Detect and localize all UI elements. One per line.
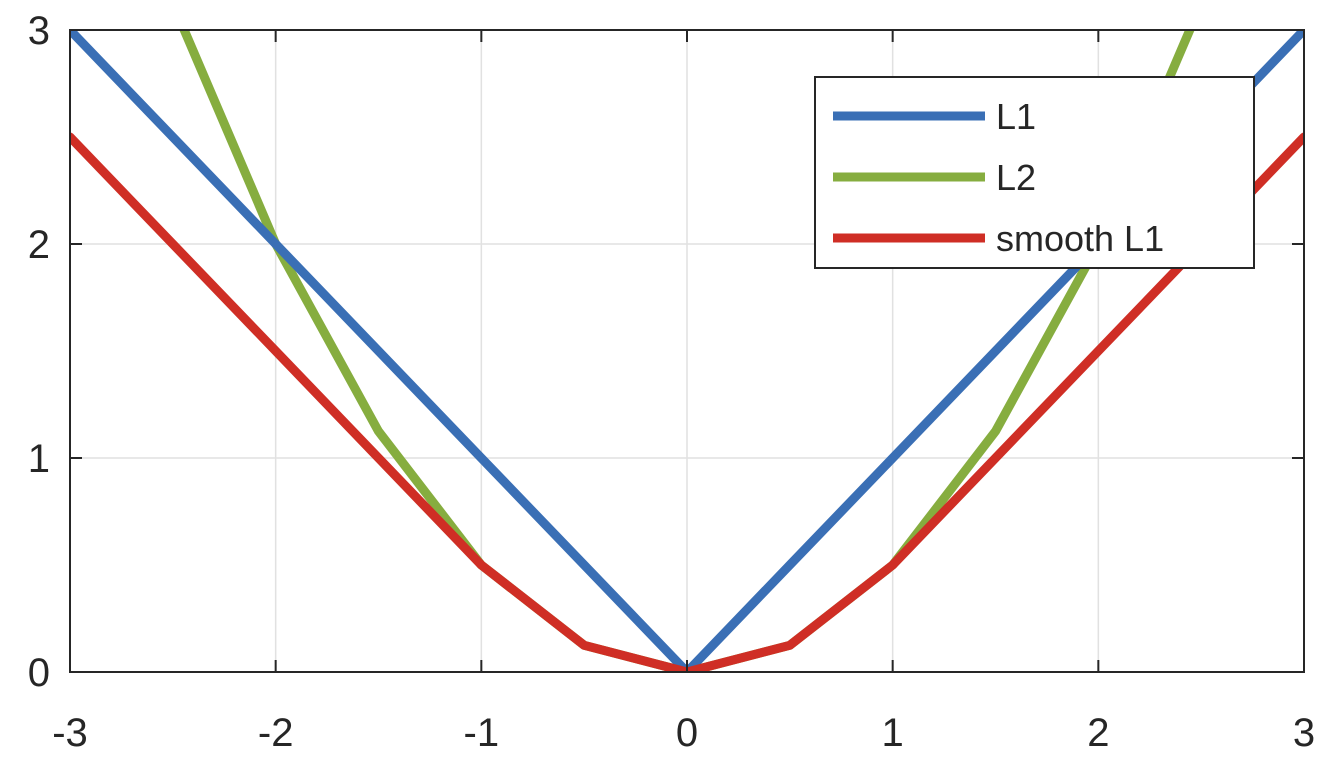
y-tick-labels: 0 1 2 3: [28, 9, 50, 695]
tick-marks: [69, 29, 1305, 673]
series-line-smooth-l1: [70, 132, 1304, 672]
x-tick-labels: -3 -2 -1 0 1 2 3: [52, 711, 1315, 755]
legend-label: L2: [996, 157, 1036, 198]
x-tick-label: 0: [676, 711, 698, 755]
x-tick-label: -1: [464, 711, 500, 755]
x-tick-label: 1: [882, 711, 904, 755]
legend: L1 L2 smooth L1: [814, 76, 1255, 269]
x-tick-label: 3: [1293, 711, 1315, 755]
legend-label: smooth L1: [996, 218, 1164, 259]
y-tick-label: 2: [28, 223, 50, 267]
x-tick-label: -3: [52, 711, 88, 755]
y-tick-label: 0: [28, 651, 50, 695]
legend-label: L1: [996, 96, 1036, 137]
y-tick-label: 1: [28, 437, 50, 481]
y-tick-label: 3: [28, 9, 50, 53]
x-tick-label: -2: [258, 711, 294, 755]
x-tick-label: 2: [1087, 711, 1109, 755]
